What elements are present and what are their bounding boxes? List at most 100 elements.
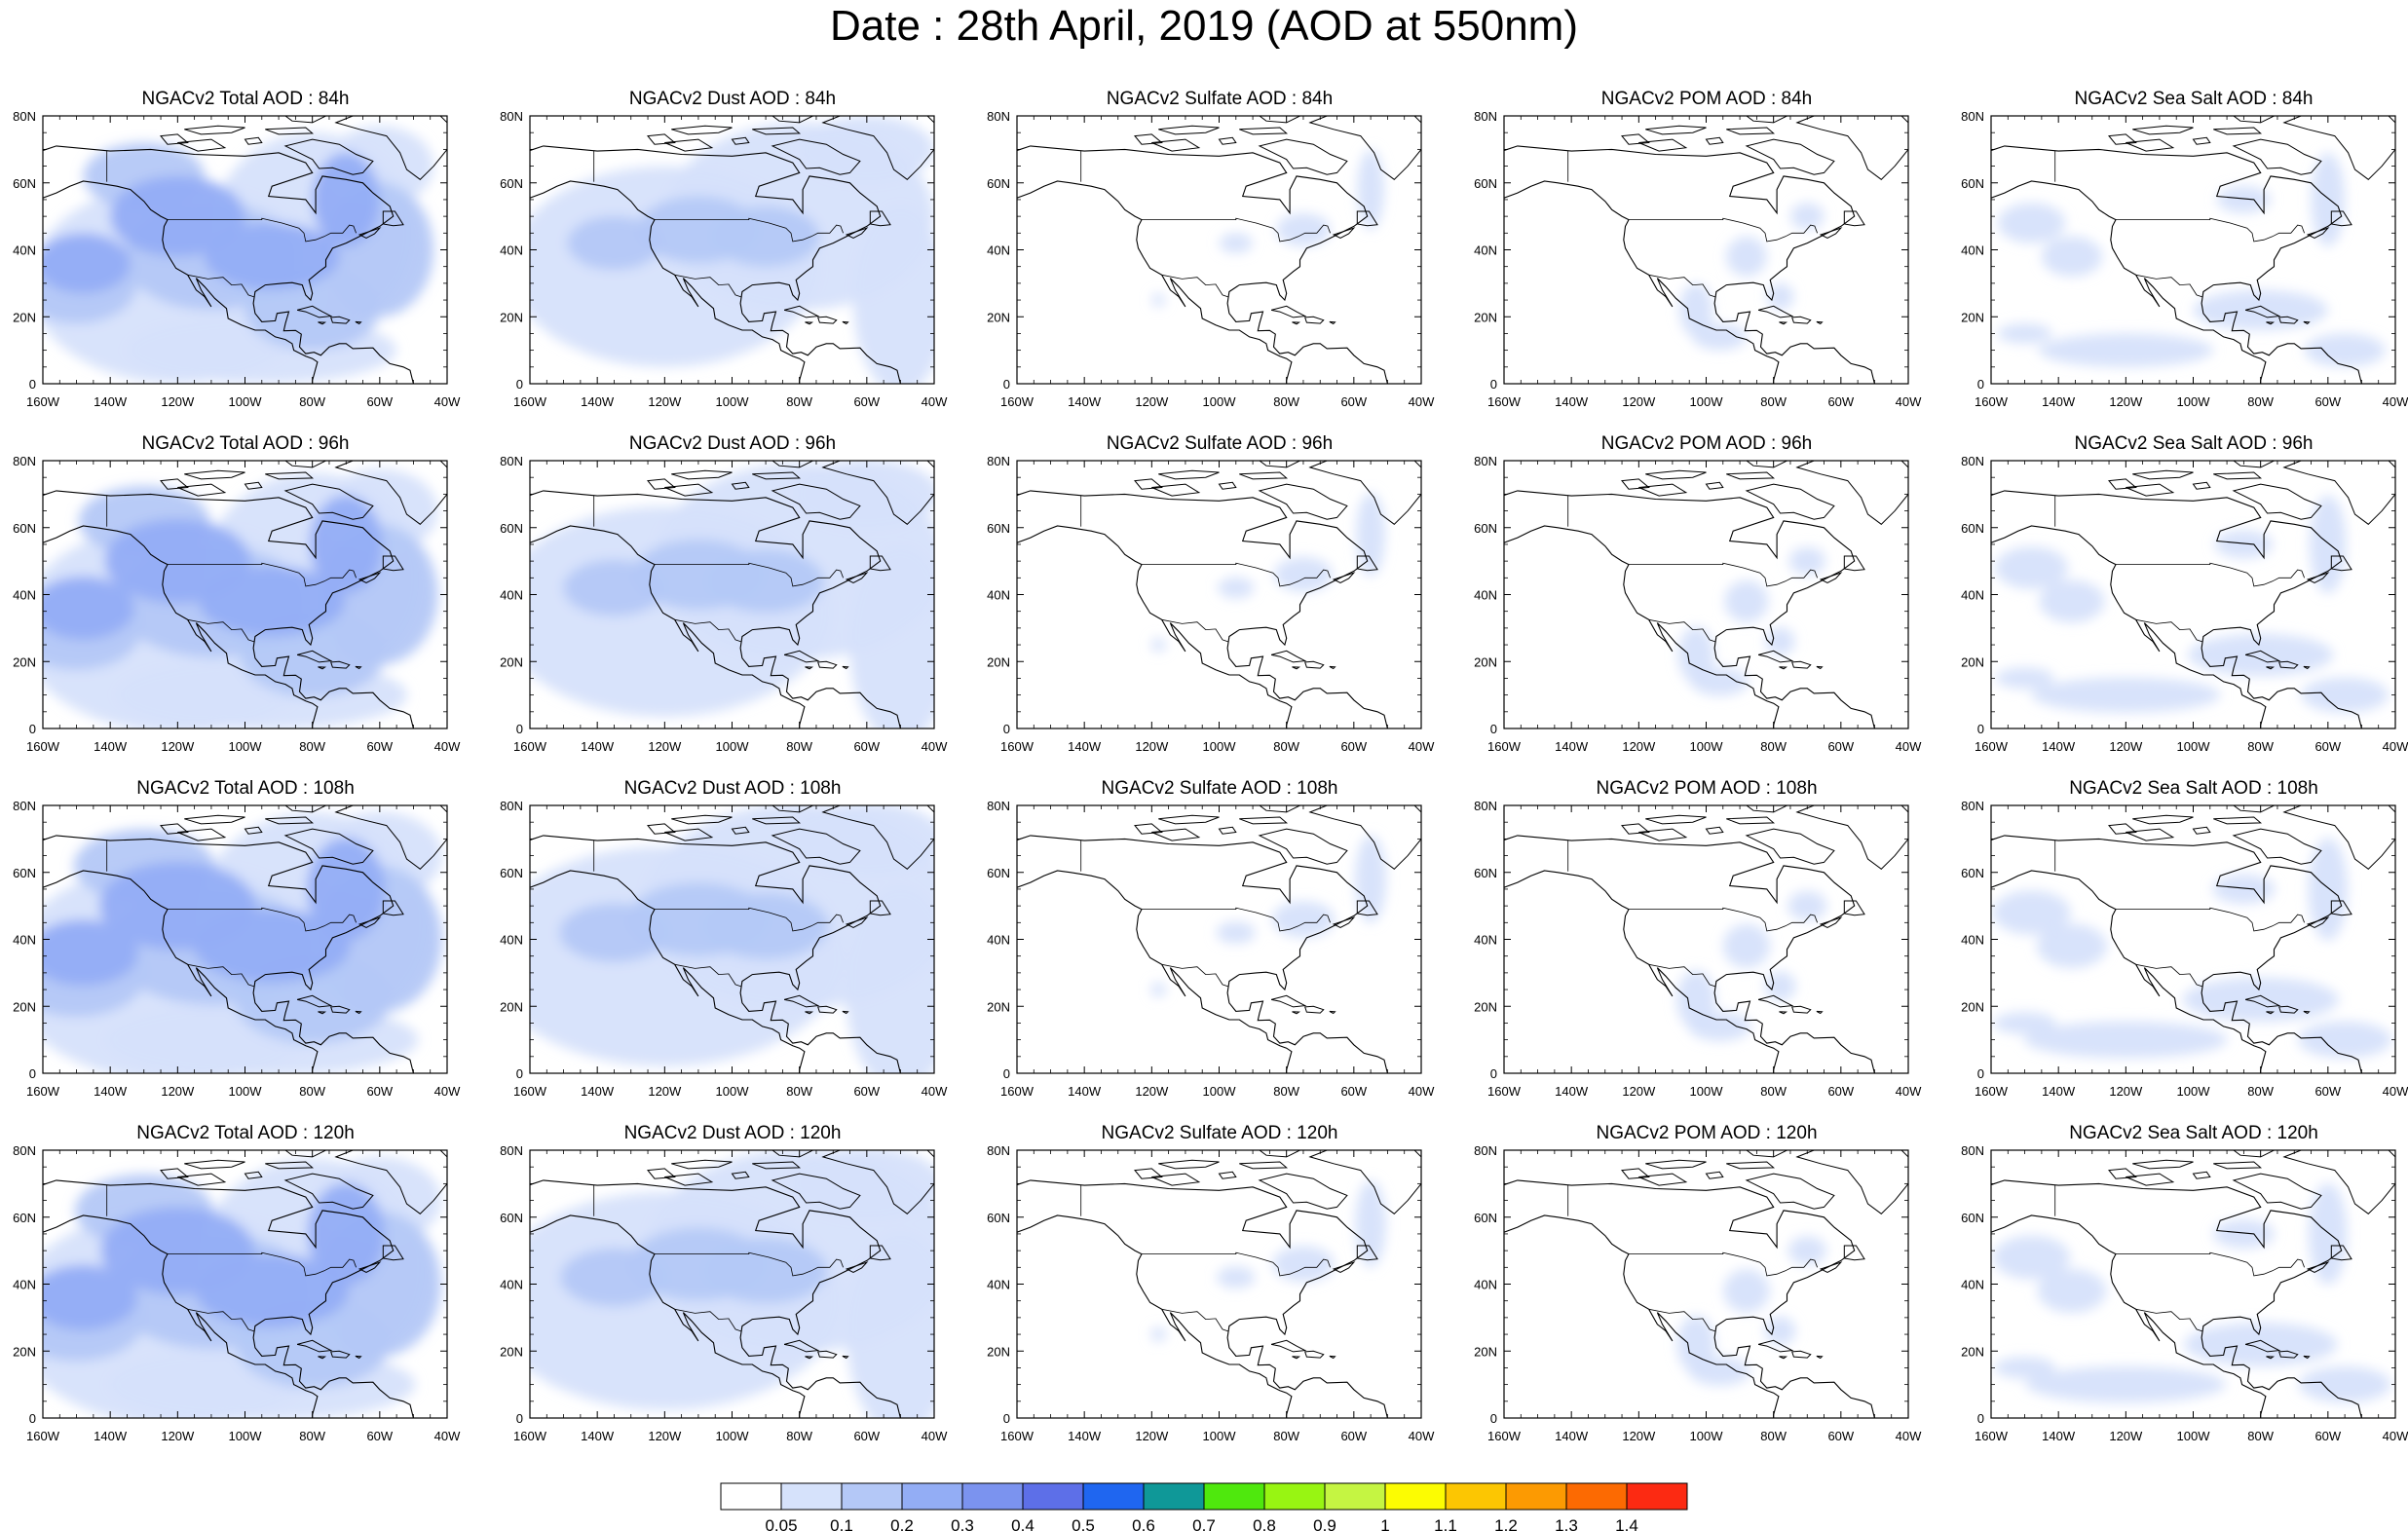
island-outline bbox=[1329, 1010, 1336, 1015]
lat-tick-label: 20N bbox=[500, 654, 523, 669]
island-outline bbox=[318, 666, 327, 670]
aod-region bbox=[1995, 667, 2054, 690]
island-outline bbox=[1158, 469, 1220, 480]
aod-region bbox=[1994, 1357, 2056, 1379]
lon-tick-label: 120W bbox=[1135, 739, 1169, 754]
island-outline bbox=[821, 1150, 934, 1214]
lat-tick-label: 20N bbox=[13, 999, 36, 1014]
lat-tick-label: 20N bbox=[1474, 310, 1497, 324]
panel-title: NGACv2 Total AOD : 84h bbox=[141, 89, 350, 109]
aod-region bbox=[1357, 149, 1384, 230]
country-border bbox=[1648, 618, 1716, 643]
lon-tick-label: 120W bbox=[648, 394, 682, 409]
island-outline bbox=[2306, 572, 2330, 584]
panel-title: NGACv2 Sulfate AOD : 96h bbox=[1106, 433, 1334, 454]
coastline bbox=[1017, 835, 1388, 1073]
lon-tick-label: 100W bbox=[1203, 739, 1237, 754]
panel-title: NGACv2 Dust AOD : 120h bbox=[623, 1123, 842, 1143]
lon-tick-label: 140W bbox=[581, 1429, 615, 1443]
lat-tick-label: 60N bbox=[1961, 866, 1984, 880]
lon-tick-label: 40W bbox=[922, 739, 948, 754]
lon-tick-label: 40W bbox=[1409, 1084, 1435, 1099]
panel-title: NGACv2 POM AOD : 84h bbox=[1600, 89, 1813, 109]
coastline bbox=[43, 1179, 414, 1418]
lat-tick-label: 0 bbox=[1003, 722, 1010, 736]
island-outline bbox=[296, 305, 333, 318]
island-outline bbox=[1329, 665, 1336, 670]
island-outline bbox=[1134, 133, 1163, 145]
island-outline bbox=[2213, 471, 2263, 480]
lat-tick-label: 40N bbox=[500, 933, 523, 948]
lon-tick-label: 140W bbox=[2042, 739, 2076, 754]
coastline bbox=[43, 490, 414, 728]
island-outline bbox=[184, 1159, 245, 1170]
island-outline bbox=[1239, 127, 1289, 135]
island-outline bbox=[731, 826, 750, 835]
panel-title: NGACv2 Sea Salt AOD : 84h bbox=[2074, 89, 2314, 109]
lat-tick-label: 20N bbox=[1474, 654, 1497, 669]
lat-tick-label: 60N bbox=[1961, 1211, 1984, 1225]
lon-tick-label: 60W bbox=[366, 394, 393, 409]
lon-tick-label: 80W bbox=[299, 739, 325, 754]
lon-tick-label: 60W bbox=[1827, 394, 1854, 409]
panel-title: NGACv2 Total AOD : 96h bbox=[141, 433, 350, 454]
aod-region bbox=[43, 233, 131, 294]
lon-tick-label: 160W bbox=[1000, 739, 1035, 754]
lon-tick-label: 100W bbox=[1690, 394, 1724, 409]
lon-tick-label: 80W bbox=[1760, 1084, 1787, 1099]
lon-tick-label: 100W bbox=[716, 1084, 750, 1099]
lon-tick-label: 60W bbox=[1340, 1084, 1367, 1099]
island-outline bbox=[357, 572, 382, 584]
lon-tick-label: 140W bbox=[1068, 739, 1102, 754]
lon-tick-label: 140W bbox=[581, 1084, 615, 1099]
aod-region bbox=[2301, 677, 2389, 713]
island-outline bbox=[664, 138, 714, 152]
island-outline bbox=[1151, 483, 1201, 497]
lon-tick-label: 60W bbox=[2314, 1429, 2341, 1443]
island-outline bbox=[318, 321, 327, 325]
map-panel-pom-2: NGACv2 POM AOD : 108h 0 20N 40N 60N 80N 160W 14… bbox=[1474, 778, 1991, 1124]
island-outline bbox=[2213, 1161, 2263, 1170]
lat-tick-label: 60N bbox=[987, 866, 1010, 880]
island-outline bbox=[1757, 650, 1794, 663]
island-outline bbox=[382, 1245, 404, 1261]
country-border bbox=[2135, 618, 2203, 643]
island-outline bbox=[1757, 1339, 1794, 1353]
island-outline bbox=[2213, 816, 2263, 825]
lon-tick-label: 60W bbox=[853, 1429, 880, 1443]
map-panel-seasalt-3: NGACv2 Sea Salt AOD : 120h 0 20N 40N 60N 80N 1… bbox=[1961, 1123, 2408, 1469]
island-outline bbox=[2132, 814, 2194, 825]
island-outline bbox=[671, 125, 733, 135]
lon-tick-label: 120W bbox=[2109, 739, 2143, 754]
colorbar-label: 0.9 bbox=[1313, 1516, 1336, 1531]
country-border bbox=[2116, 1251, 2305, 1277]
colorbar-swatch bbox=[1203, 1482, 1265, 1511]
coastline bbox=[530, 145, 901, 384]
aod-region bbox=[1690, 667, 1750, 696]
island-outline bbox=[671, 469, 733, 480]
map-panel-sulfate-2: NGACv2 Sulfate AOD : 108h 0 20N 40N 60N 80N 16… bbox=[987, 778, 1504, 1124]
island-outline bbox=[2266, 666, 2276, 670]
panel-title: NGACv2 Sea Salt AOD : 108h bbox=[2069, 778, 2318, 799]
island-outline bbox=[2303, 1355, 2311, 1360]
island-outline bbox=[1218, 481, 1237, 490]
lon-tick-label: 80W bbox=[1273, 739, 1299, 754]
colorbar-swatch bbox=[1143, 1482, 1205, 1511]
island-outline bbox=[355, 1010, 362, 1015]
island-outline bbox=[355, 1355, 362, 1360]
colorbar-label: 1.4 bbox=[1615, 1516, 1638, 1531]
lon-tick-label: 120W bbox=[648, 739, 682, 754]
aod-region bbox=[846, 886, 934, 1073]
island-outline bbox=[2266, 1011, 2276, 1015]
island-outline bbox=[1843, 210, 1865, 227]
island-outline bbox=[160, 823, 189, 835]
island-outline bbox=[1645, 814, 1707, 825]
lon-tick-label: 120W bbox=[161, 394, 195, 409]
lon-tick-label: 40W bbox=[1409, 739, 1435, 754]
map-plot: 0 20N 40N 60N 80N 160W 140W 120W 100W 80W 60W 40W bbox=[987, 799, 1435, 1099]
lon-tick-label: 140W bbox=[1068, 394, 1102, 409]
island-outline bbox=[296, 650, 333, 663]
island-outline bbox=[1726, 816, 1776, 825]
lon-tick-label: 120W bbox=[1622, 1084, 1656, 1099]
aod-region bbox=[307, 838, 386, 941]
